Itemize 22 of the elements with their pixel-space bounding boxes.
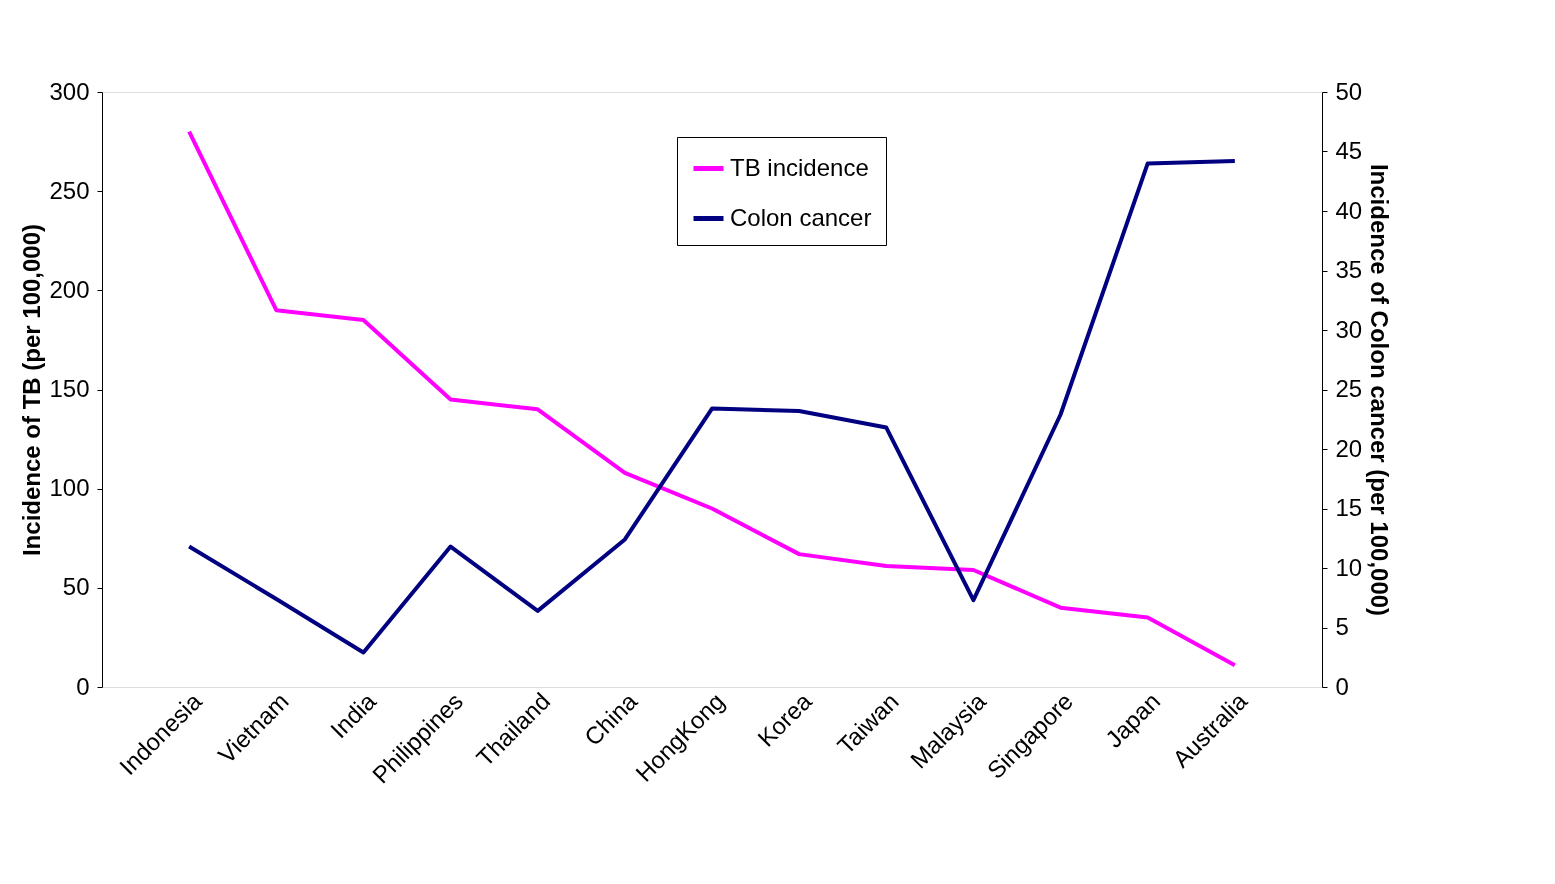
y-tick-label: 150: [49, 375, 90, 402]
y-tick-label: 250: [49, 176, 90, 204]
y2-tick-label: 0: [1335, 672, 1349, 700]
y2-tick-label: 15: [1335, 494, 1363, 521]
y2-tick-label: 20: [1335, 434, 1363, 462]
y2-tick-label: 35: [1335, 256, 1363, 283]
y-tick-label: 100: [49, 474, 90, 502]
y-tick-label: 300: [49, 77, 90, 105]
y-axis-title: Incidence of TB (per 100,000): [18, 223, 46, 557]
y-tick-label: 50: [62, 573, 90, 601]
y2-tick-label: 10: [1335, 553, 1363, 581]
y2-tick-label: 30: [1335, 315, 1363, 343]
y2-axis-title: Incidence of Colon cancer (per 100,000): [1366, 163, 1394, 617]
y-tick-label: 200: [49, 275, 90, 303]
y2-tick-label: 50: [1335, 77, 1363, 105]
y-tick-label: 0: [76, 672, 90, 700]
y2-tick-label: 40: [1335, 196, 1363, 224]
y2-tick-label: 45: [1335, 137, 1363, 164]
legend-label: Colon cancer: [730, 203, 872, 231]
y2-tick-label: 25: [1335, 375, 1363, 402]
y2-tick-label: 5: [1335, 613, 1349, 640]
legend-label: TB incidence: [730, 153, 869, 181]
